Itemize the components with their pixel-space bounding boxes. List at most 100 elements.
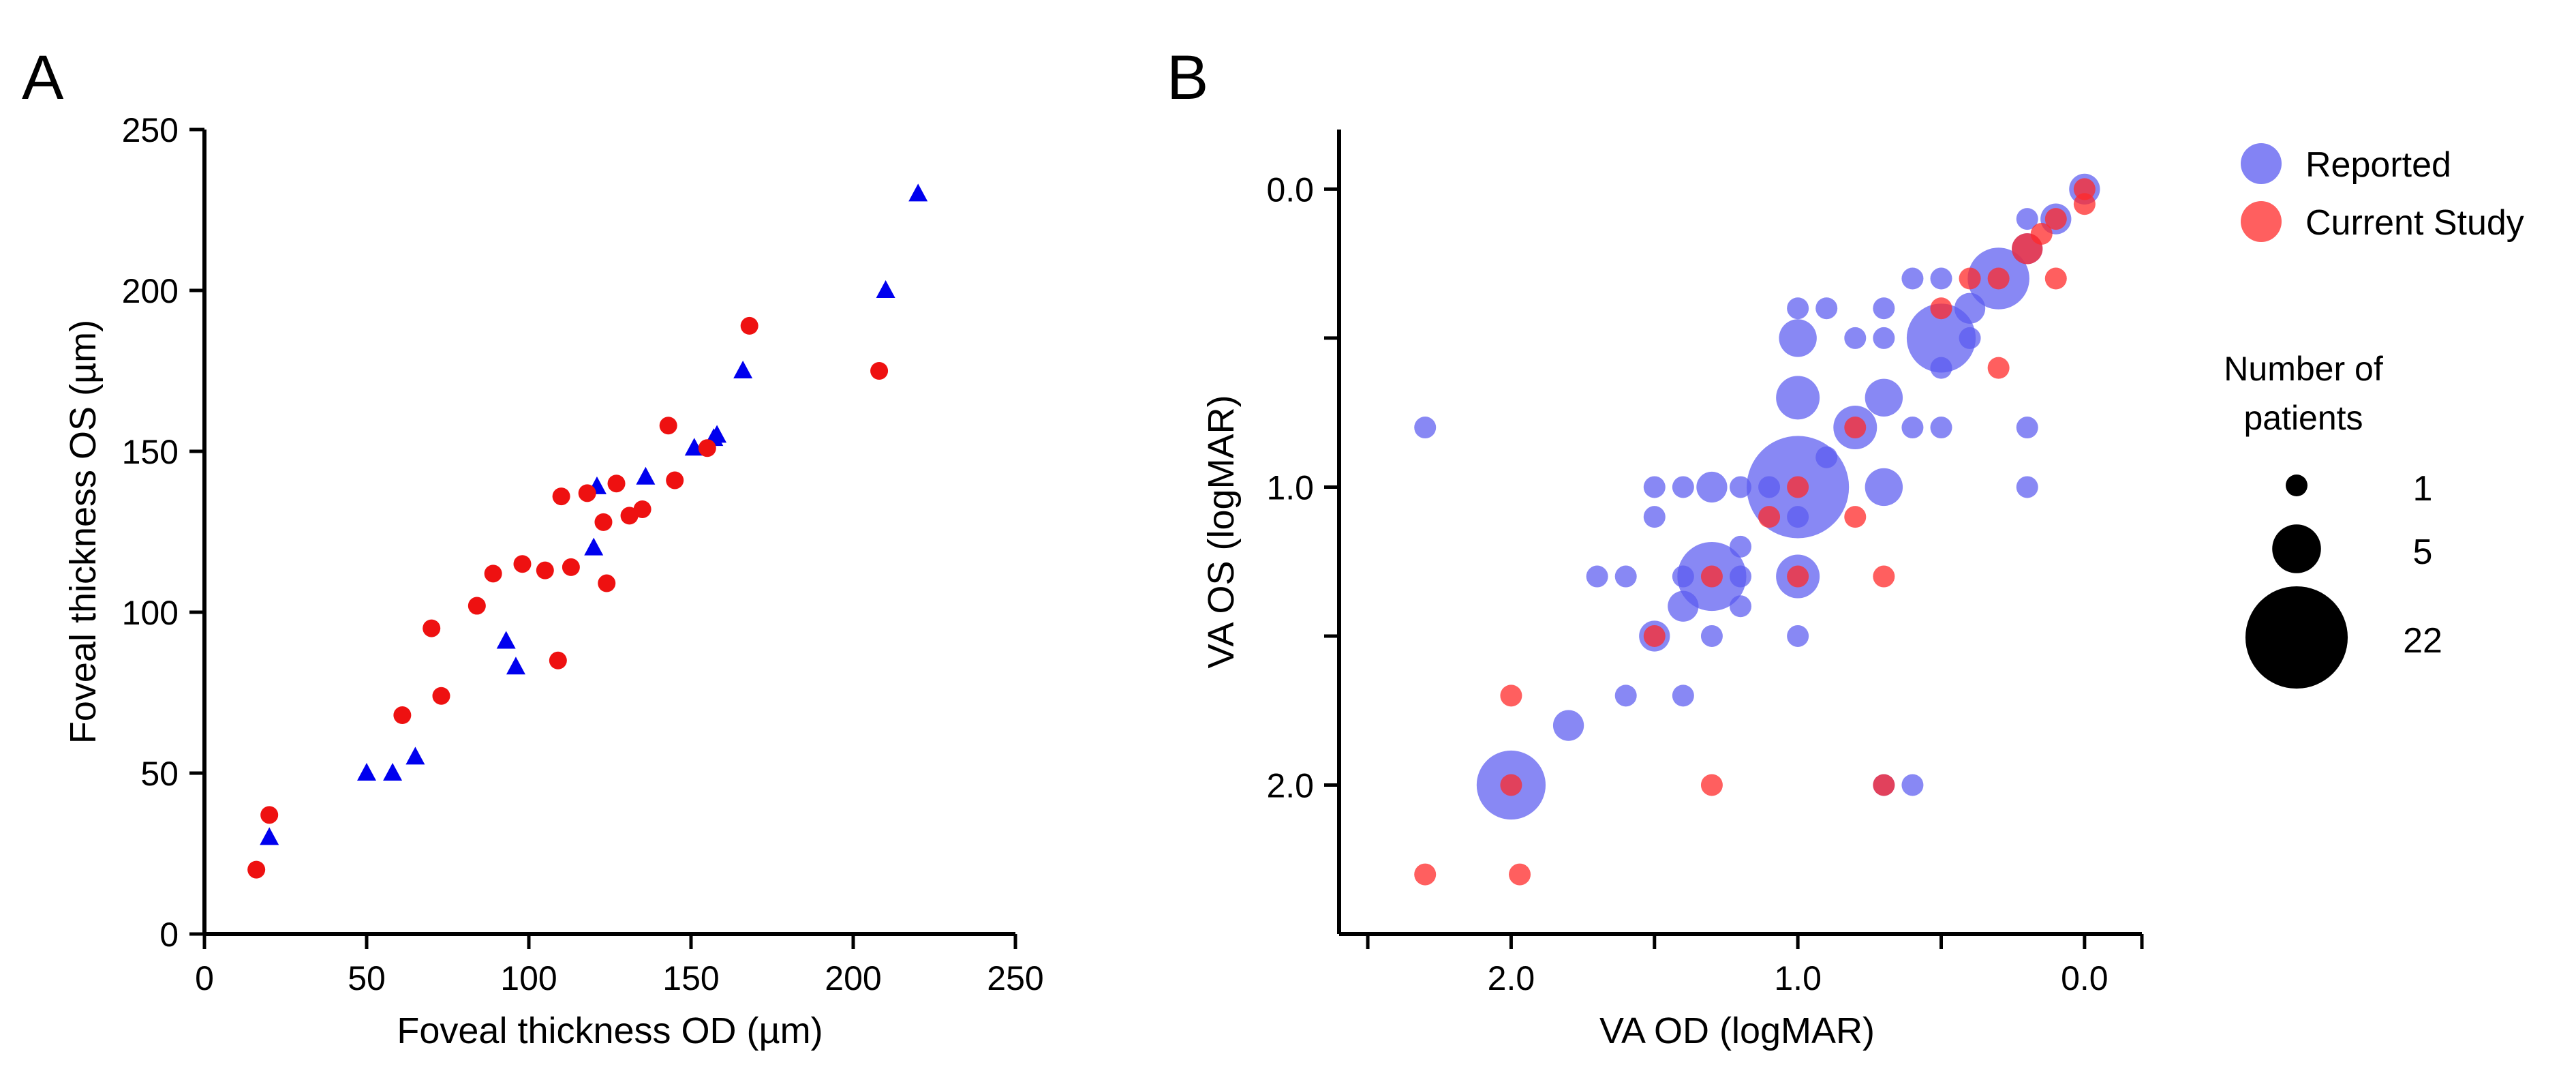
panel-b-point-reported: [2016, 417, 2038, 439]
legend-current-label: Current Study: [2305, 203, 2524, 243]
panel-b-point-reported: [1787, 624, 1809, 647]
panel-b-point-current-study: [1758, 506, 1781, 528]
panel-a: A 0 50 100 150 200 250 0 50 100 150 200 250 Foveal…: [22, 43, 1044, 1051]
panel-b-point-reported: [1672, 565, 1694, 588]
panel-a-y-tick-label: 250: [122, 111, 179, 149]
panel-b-x-tick-label: 0.0: [2061, 959, 2109, 997]
panel-b-point-current-study: [1959, 267, 1981, 290]
panel-b-point-reported: [1730, 565, 1751, 588]
panel-b-point-reported: [1730, 595, 1751, 618]
panel-a-point-reported: [383, 763, 403, 781]
panel-a-x-tick-label: 150: [662, 959, 719, 997]
panel-b-point-current-study: [1873, 774, 1895, 796]
panel-a-x-tick-label: 200: [825, 959, 881, 997]
panel-b-point-reported: [1930, 267, 1952, 290]
panel-b-point-reported: [1643, 476, 1666, 498]
size-legend-circle: [2272, 524, 2321, 573]
panel-b-point-reported: [1414, 417, 1437, 439]
panel-b-point-reported: [1776, 376, 1820, 420]
panel-a-point-current-study: [260, 806, 279, 824]
panel-a-point-reported: [876, 280, 895, 298]
panel-b-point-reported: [1865, 378, 1903, 417]
size-legend-title-line2: patients: [2243, 399, 2363, 437]
panel-a-x-axis-title: Foveal thickness OD (µm): [397, 1010, 823, 1051]
panel-b-point-reported: [1787, 297, 1809, 320]
panel-a-y-tick-label: 200: [122, 272, 179, 310]
legend-reported-swatch: [2241, 143, 2282, 184]
panel-a-point-current-study: [549, 651, 567, 669]
panel-a-x-tick-label: 250: [987, 959, 1043, 997]
panel-b-point-reported: [1552, 710, 1584, 741]
size-legend-circle: [2286, 475, 2307, 496]
panel-b-y-tick-label: 2.0: [1266, 766, 1314, 804]
panel-b-x-ticks: 2.0 1.0 0.0: [1366, 934, 2144, 997]
panel-b-point-reported: [1959, 327, 1981, 349]
panel-a-point-current-study: [598, 574, 616, 592]
panel-b-point-current-study: [1987, 267, 2010, 290]
panel-b-point-current-study: [1500, 684, 1522, 707]
panel-b-point-current-study: [1844, 506, 1867, 528]
panel-a-point-current-study: [552, 487, 570, 506]
panel-b-point-reported: [1787, 506, 1809, 528]
panel-a-y-tick-label: 100: [122, 594, 179, 632]
panel-a-point-current-study: [607, 475, 626, 493]
panel-a-point-current-study: [536, 561, 554, 579]
panel-a-y-tick-label: 0: [159, 916, 179, 954]
panel-b-point-reported: [1672, 476, 1694, 498]
panel-a-label: A: [22, 43, 64, 112]
panel-b-point-current-study: [1787, 476, 1809, 498]
panel-a-y-axis-title: Foveal thickness OS (µm): [63, 320, 104, 744]
panel-b-point-reported: [1844, 327, 1867, 349]
legend-current-swatch: [2241, 201, 2282, 242]
panel-b-y-tick-label: 1.0: [1266, 468, 1314, 507]
panel-b-point-current-study: [1930, 297, 1952, 320]
panel-b-point-reported: [1730, 476, 1751, 498]
panel-b-point-reported: [1696, 471, 1728, 503]
panel-a-point-current-study: [513, 555, 532, 573]
panel-a-point-current-study: [870, 362, 889, 380]
legend: Reported Current Study Number of patients…: [2224, 143, 2524, 689]
size-legend-circle: [2245, 586, 2348, 689]
panel-a-point-current-study: [247, 860, 266, 879]
panel-b-point-current-study: [1700, 565, 1723, 588]
panel-b-point-current-study: [1700, 774, 1723, 796]
panel-b-point-reported: [1815, 297, 1838, 320]
panel-b-y-axis-title: VA OS (logMAR): [1201, 395, 1242, 668]
panel-a-x-tick-label: 0: [195, 959, 214, 997]
panel-b-point-reported: [2016, 476, 2038, 498]
size-legend: Number of patients 1 5 22: [2224, 350, 2442, 689]
panel-b-point-current-study: [1844, 417, 1867, 439]
panel-a-x-ticks: 0 50 100 150 200 250: [195, 934, 1044, 997]
panel-b-point-current-study: [2030, 222, 2053, 245]
panel-a-point-reported: [908, 183, 928, 202]
panel-b-point-reported: [1901, 267, 1924, 290]
panel-a-point-reported: [506, 657, 525, 675]
panel-b-y-tick-label: 0.0: [1266, 170, 1314, 209]
panel-b-label: B: [1167, 43, 1208, 112]
panel-b-point-reported: [1865, 468, 1903, 507]
panel-b-point-reported: [1668, 590, 1699, 622]
panel-a-point-current-study: [562, 558, 580, 576]
panel-a-point-current-study: [432, 687, 450, 705]
panel-b: B 2.0 1.0 0.0 0.0 1.0 2.0 VA OD (logMAR) VA …: [1167, 43, 2524, 1051]
panel-b-point-reported: [1700, 624, 1723, 647]
panel-b-point-current-study: [1643, 624, 1666, 647]
panel-a-point-current-study: [467, 597, 486, 615]
panel-a-point-current-study: [578, 484, 596, 502]
panel-a-point-current-study: [698, 439, 716, 457]
panel-a-point-current-study: [740, 316, 758, 335]
panel-b-point-current-study: [2044, 208, 2067, 230]
size-legend-label: 1: [2413, 469, 2433, 509]
panel-b-point-reported: [1779, 319, 1817, 357]
panel-a-y-tick-label: 50: [140, 755, 179, 793]
panel-b-x-tick-label: 2.0: [1488, 959, 1535, 997]
panel-a-x-tick-label: 100: [500, 959, 557, 997]
panel-b-point-reported: [1672, 684, 1694, 707]
panel-b-point-reported: [1901, 417, 1924, 439]
panel-b-point-current-study: [1414, 863, 1437, 886]
size-legend-label: 5: [2413, 532, 2433, 572]
panel-b-y-ticks: 0.0 1.0 2.0: [1266, 170, 1339, 804]
panel-b-point-reported: [1873, 297, 1895, 320]
panel-a-point-reported: [733, 361, 753, 378]
